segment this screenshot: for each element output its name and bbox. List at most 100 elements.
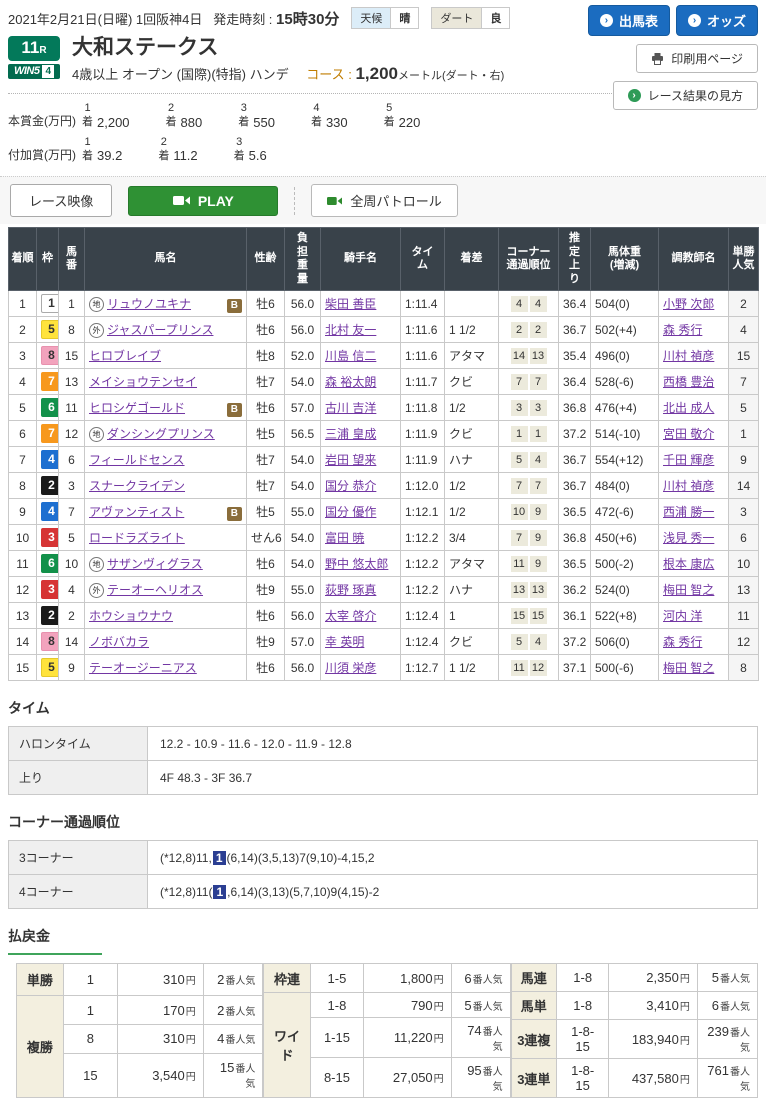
carried-weight-cell: 57.0 xyxy=(284,394,321,422)
play-button[interactable]: PLAY xyxy=(128,185,279,216)
margin-cell: 1 1/2 xyxy=(444,316,499,344)
horse-weight-cell: 450(+6) xyxy=(590,524,659,552)
trainer-link[interactable]: 川村 禎彦 xyxy=(663,349,715,364)
horse-link[interactable]: ノボバカラ xyxy=(89,635,150,650)
column-header: 騎手名 xyxy=(320,227,401,292)
horse-link[interactable]: ホウショウナウ xyxy=(89,609,174,624)
horse-number-cell: 7 xyxy=(58,498,85,526)
jockey-link[interactable]: 国分 優作 xyxy=(325,505,377,520)
horse-link[interactable]: ジャスパープリンス xyxy=(107,323,214,338)
time-cell: 1:12.2 xyxy=(400,550,445,578)
horse-link[interactable]: テーオーヘリオス xyxy=(107,583,204,598)
jockey-cell: 川島 信二 xyxy=(320,342,401,370)
payout-combination: 8 xyxy=(62,1023,118,1054)
prize-place-number: 1 xyxy=(84,135,91,148)
popularity-cell: 5 xyxy=(728,394,759,422)
jockey-link[interactable]: 三浦 皇成 xyxy=(325,427,377,442)
table-row: 2 5 8 外ジャスパープリンス 牡6 56.0 北村 友一 1:11.6 1 1/2 2 2 36.… xyxy=(8,316,759,344)
corner-positions-cell: 10 9 xyxy=(498,498,559,526)
amount-value: 183,940 xyxy=(631,1031,679,1047)
trainer-link[interactable]: 梅田 智之 xyxy=(663,583,715,598)
amount-value: 437,580 xyxy=(631,1070,679,1086)
frame-badge: 2 xyxy=(41,606,58,626)
horse-link[interactable]: フィールドセンス xyxy=(89,453,185,468)
trainer-link[interactable]: 北出 成人 xyxy=(663,401,715,416)
furlong-time-row: ハロンタイム 12.2 - 10.9 - 11.6 - 12.0 - 11.9 … xyxy=(8,726,758,762)
print-page-button[interactable]: 印刷用ページ xyxy=(636,44,758,73)
jockey-link[interactable]: 柴田 善臣 xyxy=(325,297,377,312)
trainer-link[interactable]: 浅見 秀一 xyxy=(663,531,715,546)
trainer-link[interactable]: 梅田 智之 xyxy=(663,661,715,676)
horse-link[interactable]: サザンヴィグラス xyxy=(107,557,203,572)
jockey-link[interactable]: 荻野 琢真 xyxy=(325,583,377,598)
blinker-badge: B xyxy=(226,298,242,313)
jockey-link[interactable]: 富田 暁 xyxy=(325,531,365,546)
result-guide-button[interactable]: › レース結果の見方 xyxy=(612,81,758,110)
trainer-link[interactable]: 宮田 敬介 xyxy=(663,427,715,442)
added-prize-label: 付加賞(万円) xyxy=(8,147,76,162)
horse-link[interactable]: テーオージーニアス xyxy=(89,661,197,676)
frame-cell: 1 xyxy=(36,290,59,318)
printer-icon xyxy=(651,52,664,65)
corner-position: 5 xyxy=(510,633,528,650)
trainer-link[interactable]: 河内 洋 xyxy=(663,609,703,624)
column-header: 着順 xyxy=(8,227,37,292)
horse-link[interactable]: アヴァンティスト xyxy=(89,504,185,519)
trainer-link[interactable]: 西橋 豊治 xyxy=(663,375,715,390)
last-3f-cell: 36.8 xyxy=(558,524,591,552)
trainer-link[interactable]: 川村 禎彦 xyxy=(663,479,715,494)
course-distance: 1,200 xyxy=(355,64,398,84)
jockey-link[interactable]: 幸 英明 xyxy=(325,635,365,650)
race-video-button[interactable]: レース映像 xyxy=(10,184,113,218)
last-3f-cell: 36.7 xyxy=(558,472,591,500)
jockey-link[interactable]: 国分 恭介 xyxy=(325,479,377,494)
trainer-link[interactable]: 千田 輝彦 xyxy=(663,453,715,468)
jockey-link[interactable]: 岩田 望来 xyxy=(325,453,377,468)
conditions-text: 4歳以上 オープン (国際)(特指) ハンデ xyxy=(72,67,289,83)
jockey-link[interactable]: 古川 吉洋 xyxy=(325,401,377,416)
date-text: 2021年2月21日(日曜) 1回阪神4日 xyxy=(8,11,203,27)
horse-link[interactable]: ヒロシゲゴールド xyxy=(89,400,186,415)
last-3f-cell: 37.2 xyxy=(558,628,591,656)
trainer-link[interactable]: 根本 康広 xyxy=(663,557,715,572)
horse-number-cell: 4 xyxy=(58,576,85,604)
column-header: タイ ム xyxy=(400,227,445,292)
trainer-link[interactable]: 西浦 勝一 xyxy=(663,505,715,520)
jockey-link[interactable]: 太宰 啓介 xyxy=(325,609,377,624)
payout-combination: 1-8-15 xyxy=(555,1058,610,1099)
patrol-video-button[interactable]: 全周パトロール xyxy=(311,184,458,218)
trainer-link[interactable]: 森 秀行 xyxy=(663,635,703,650)
jockey-link[interactable]: 川島 信二 xyxy=(325,349,377,364)
carried-weight-cell: 56.0 xyxy=(284,290,321,318)
horse-link[interactable]: ダンシングプリンス xyxy=(107,427,215,442)
popularity-cell: 6 xyxy=(728,524,759,552)
last-3f-cell: 36.4 xyxy=(558,368,591,396)
horse-link[interactable]: ヒロブレイブ xyxy=(89,349,162,364)
jockey-link[interactable]: 野中 悠太郎 xyxy=(325,557,389,572)
jockey-link[interactable]: 川須 栄彦 xyxy=(325,661,377,676)
jockey-link[interactable]: 森 裕太朗 xyxy=(325,375,377,390)
horse-link[interactable]: スナークライデン xyxy=(89,479,186,494)
jockey-link[interactable]: 北村 友一 xyxy=(325,323,377,338)
horse-weight-cell: 554(+12) xyxy=(590,446,659,474)
popularity-cell: 1 xyxy=(728,420,759,448)
entries-button[interactable]: › 出馬表 xyxy=(587,5,670,36)
trainer-link[interactable]: 小野 次郎 xyxy=(663,297,715,312)
prize-place-number: 2 xyxy=(160,135,167,148)
prize-place-suffix: 着 xyxy=(165,116,177,129)
yen-suffix: 円 xyxy=(679,1035,690,1047)
odds-button[interactable]: › オッズ xyxy=(675,5,758,36)
payout-title-text: 払戻金 xyxy=(8,926,102,956)
origin-mark-icon: 外 xyxy=(89,323,104,339)
trainer-link[interactable]: 森 秀行 xyxy=(663,323,703,338)
horse-link[interactable]: メイショウテンセイ xyxy=(89,375,198,390)
table-row: 1 1 1 B 地リュウノユキナ 牡6 56.0 柴田 善臣 1:11.4 4 4 36.4 504(0… xyxy=(8,290,759,318)
horse-link[interactable]: ロードラズライト xyxy=(89,531,185,546)
jockey-cell: 荻野 琢真 xyxy=(320,576,401,604)
prize-item: 5 着 220 xyxy=(384,101,421,130)
corner-position: 2 xyxy=(510,321,528,338)
prize-place-number: 4 xyxy=(313,102,320,115)
horse-link[interactable]: リュウノユキナ xyxy=(107,296,192,311)
